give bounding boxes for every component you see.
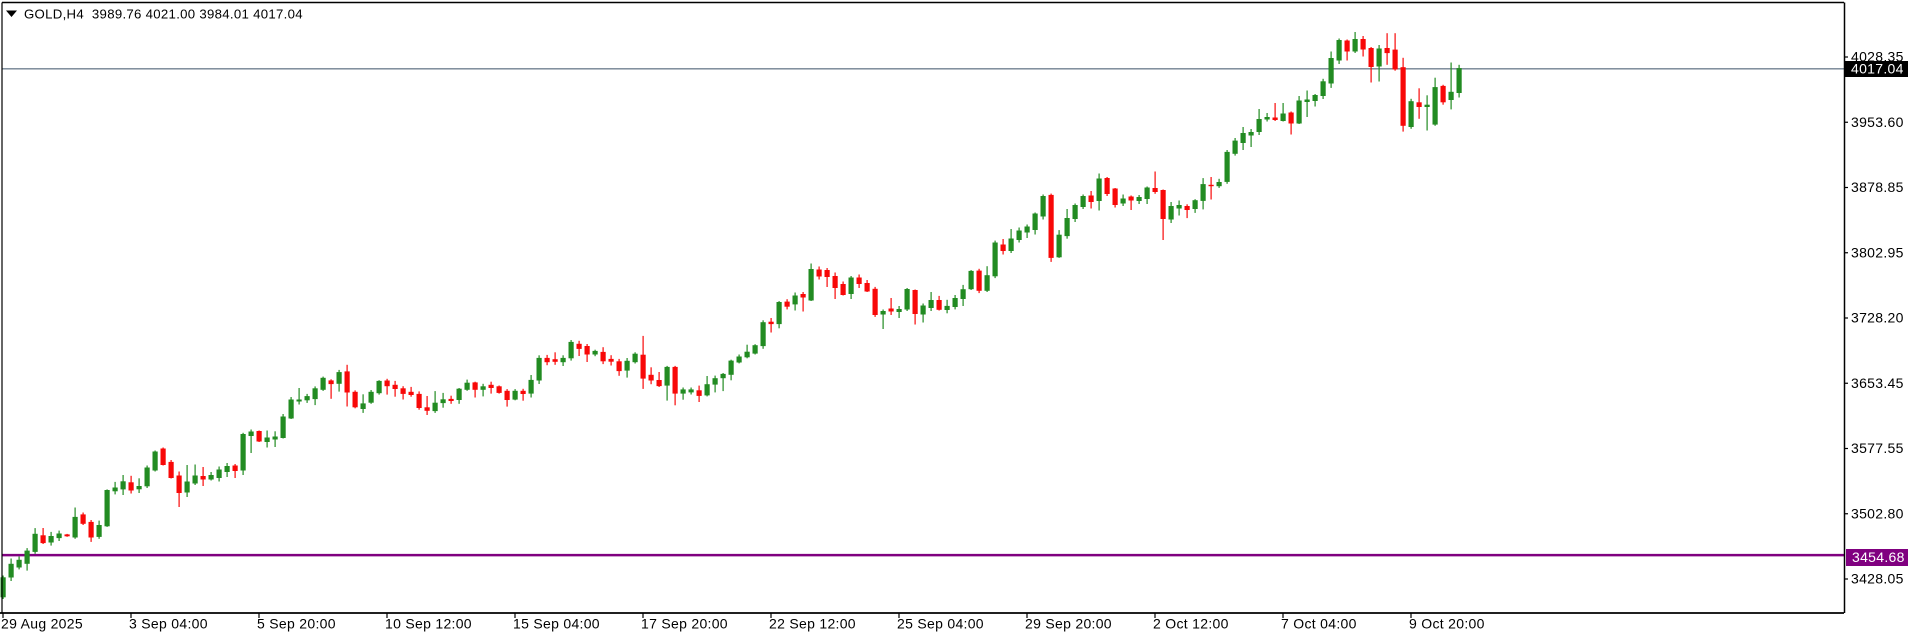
svg-text:15 Sep 04:00: 15 Sep 04:00 bbox=[513, 616, 600, 632]
svg-text:3728.20: 3728.20 bbox=[1851, 310, 1904, 326]
svg-text:29 Aug 2025: 29 Aug 2025 bbox=[1, 616, 83, 632]
svg-text:4017.04: 4017.04 bbox=[1851, 61, 1904, 77]
svg-text:9 Oct 20:00: 9 Oct 20:00 bbox=[1409, 616, 1485, 632]
svg-text:3653.45: 3653.45 bbox=[1851, 375, 1904, 391]
svg-text:3878.85: 3878.85 bbox=[1851, 179, 1904, 195]
svg-text:3802.95: 3802.95 bbox=[1851, 244, 1904, 260]
svg-text:2 Oct 12:00: 2 Oct 12:00 bbox=[1153, 616, 1229, 632]
svg-text:7 Oct 04:00: 7 Oct 04:00 bbox=[1281, 616, 1357, 632]
svg-text:22 Sep 12:00: 22 Sep 12:00 bbox=[769, 616, 856, 632]
svg-text:3953.60: 3953.60 bbox=[1851, 114, 1904, 130]
svg-text:17 Sep 20:00: 17 Sep 20:00 bbox=[641, 616, 728, 632]
svg-text:10 Sep 12:00: 10 Sep 12:00 bbox=[385, 616, 472, 632]
svg-text:GOLD,H4 3989.76 4021.00 3984.: GOLD,H4 3989.76 4021.00 3984.01 4017.04 bbox=[24, 7, 303, 22]
svg-text:3428.05: 3428.05 bbox=[1851, 571, 1904, 587]
svg-text:5 Sep 20:00: 5 Sep 20:00 bbox=[257, 616, 336, 632]
svg-text:3502.80: 3502.80 bbox=[1851, 505, 1904, 521]
svg-text:25 Sep 04:00: 25 Sep 04:00 bbox=[897, 616, 984, 632]
svg-text:3 Sep 04:00: 3 Sep 04:00 bbox=[129, 616, 208, 632]
svg-text:3454.68: 3454.68 bbox=[1852, 549, 1905, 565]
svg-text:4028.35: 4028.35 bbox=[1851, 49, 1904, 65]
svg-text:29 Sep 20:00: 29 Sep 20:00 bbox=[1025, 616, 1112, 632]
svg-text:3577.55: 3577.55 bbox=[1851, 440, 1904, 456]
